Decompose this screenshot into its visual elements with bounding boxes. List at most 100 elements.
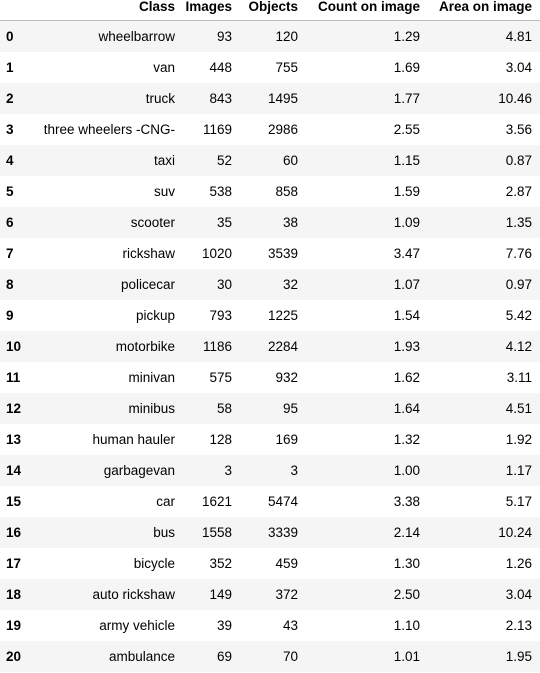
header-index	[0, 0, 28, 21]
header-count-on-image: Count on image	[306, 0, 428, 21]
row-index: 13	[6, 432, 22, 447]
table-row: 6 scooter 35 38 1.09 1.35	[0, 207, 540, 238]
cell-objects: 1495	[267, 91, 298, 106]
cell-class: bicycle	[133, 556, 175, 571]
cell-class: wheelbarrow	[98, 29, 175, 44]
cell-objects: 372	[275, 587, 298, 602]
cell-count-on-image: 1.93	[393, 339, 420, 354]
table-row: 0 wheelbarrow 93 120 1.29 4.81	[0, 20, 540, 52]
table-row: 11 minivan 575 932 1.62 3.11	[0, 362, 540, 393]
cell-area-on-image: 1.26	[505, 556, 532, 571]
header-row: Class Images Objects Count on image Area…	[0, 0, 540, 21]
cell-objects: 755	[275, 60, 298, 75]
cell-objects: 2986	[267, 122, 298, 137]
header-area-on-image: Area on image	[428, 0, 540, 21]
cell-images: 352	[209, 556, 232, 571]
cell-count-on-image: 1.59	[393, 184, 420, 199]
cell-images: 128	[209, 432, 232, 447]
table-row: 20 ambulance 69 70 1.01 1.95	[0, 641, 540, 672]
cell-area-on-image: 1.35	[505, 215, 532, 230]
header-class: Class	[28, 0, 183, 21]
row-index: 7	[6, 246, 14, 261]
cell-area-on-image: 5.17	[505, 494, 532, 509]
cell-count-on-image: 1.01	[393, 649, 420, 664]
row-index: 10	[6, 339, 22, 354]
row-index: 11	[6, 370, 21, 385]
cell-area-on-image: 4.81	[505, 29, 532, 44]
cell-images: 793	[209, 308, 232, 323]
cell-objects: 858	[275, 184, 298, 199]
cell-count-on-image: 1.64	[393, 401, 420, 416]
cell-class: garbagevan	[103, 463, 175, 478]
cell-area-on-image: 3.11	[506, 370, 532, 385]
table-row: 12 minibus 58 95 1.64 4.51	[0, 393, 540, 424]
header-images: Images	[183, 0, 240, 21]
row-index: 8	[6, 277, 14, 292]
table-row: 15 car 1621 5474 3.38 5.17	[0, 486, 540, 517]
row-index: 6	[6, 215, 14, 230]
row-index: 17	[6, 556, 22, 571]
cell-count-on-image: 1.54	[393, 308, 420, 323]
cell-class: minivan	[128, 370, 175, 385]
cell-area-on-image: 7.76	[505, 246, 532, 261]
cell-area-on-image: 0.97	[505, 277, 532, 292]
cell-area-on-image: 2.13	[505, 618, 532, 633]
row-index: 5	[6, 184, 14, 199]
table-row: 14 garbagevan 3 3 1.00 1.17	[0, 455, 540, 486]
cell-objects: 60	[282, 153, 298, 168]
cell-class: truck	[145, 91, 175, 106]
cell-count-on-image: 1.07	[393, 277, 420, 292]
cell-class: army vehicle	[99, 618, 175, 633]
cell-images: 3	[224, 463, 232, 478]
cell-objects: 459	[275, 556, 298, 571]
cell-images: 1186	[202, 339, 232, 354]
cell-class: bus	[153, 525, 175, 540]
cell-count-on-image: 1.15	[393, 153, 420, 168]
cell-area-on-image: 1.17	[505, 463, 532, 478]
table-row: 1 van 448 755 1.69 3.04	[0, 52, 540, 83]
cell-images: 843	[209, 91, 232, 106]
table-row: 4 taxi 52 60 1.15 0.87	[0, 145, 540, 176]
cell-class: taxi	[153, 153, 175, 168]
cell-count-on-image: 1.00	[393, 463, 420, 478]
cell-area-on-image: 2.87	[505, 184, 532, 199]
row-index: 12	[6, 401, 22, 416]
cell-class: car	[156, 494, 175, 509]
cell-images: 69	[216, 649, 232, 664]
cell-objects: 120	[275, 29, 298, 44]
cell-objects: 38	[282, 215, 298, 230]
cell-area-on-image: 3.56	[505, 122, 532, 137]
row-index: 3	[6, 122, 14, 137]
header-objects: Objects	[240, 0, 306, 21]
row-index: 9	[6, 308, 14, 323]
cell-count-on-image: 3.47	[393, 246, 420, 261]
cell-images: 58	[216, 401, 232, 416]
row-index: 15	[6, 494, 22, 509]
cell-area-on-image: 3.04	[505, 587, 532, 602]
table-row: 7 rickshaw 1020 3539 3.47 7.76	[0, 238, 540, 269]
table-body: 0 wheelbarrow 93 120 1.29 4.81 1 van 448 755 1.69 3…	[0, 20, 540, 672]
cell-count-on-image: 2.50	[393, 587, 420, 602]
cell-objects: 169	[275, 432, 298, 447]
cell-images: 448	[209, 60, 232, 75]
cell-count-on-image: 2.55	[393, 122, 420, 137]
cell-class: auto rickshaw	[92, 587, 175, 602]
cell-images: 1169	[202, 122, 232, 137]
table-row: 10 motorbike 1186 2284 1.93 4.12	[0, 331, 540, 362]
cell-images: 35	[216, 215, 232, 230]
table-row: 3 three wheelers -CNG- 1169 2986 2.55 3.56	[0, 114, 540, 145]
cell-objects: 3339	[267, 525, 298, 540]
cell-count-on-image: 1.62	[393, 370, 420, 385]
cell-class: motorbike	[115, 339, 175, 354]
cell-area-on-image: 0.87	[505, 153, 532, 168]
cell-count-on-image: 1.30	[393, 556, 420, 571]
cell-count-on-image: 1.69	[393, 60, 420, 75]
row-index: 19	[6, 618, 22, 633]
cell-images: 1558	[201, 525, 232, 540]
table-row: 8 policecar 30 32 1.07 0.97	[0, 269, 540, 300]
cell-class: scooter	[130, 215, 175, 230]
row-index: 16	[6, 525, 22, 540]
cell-objects: 70	[282, 649, 298, 664]
cell-count-on-image: 2.14	[393, 525, 420, 540]
